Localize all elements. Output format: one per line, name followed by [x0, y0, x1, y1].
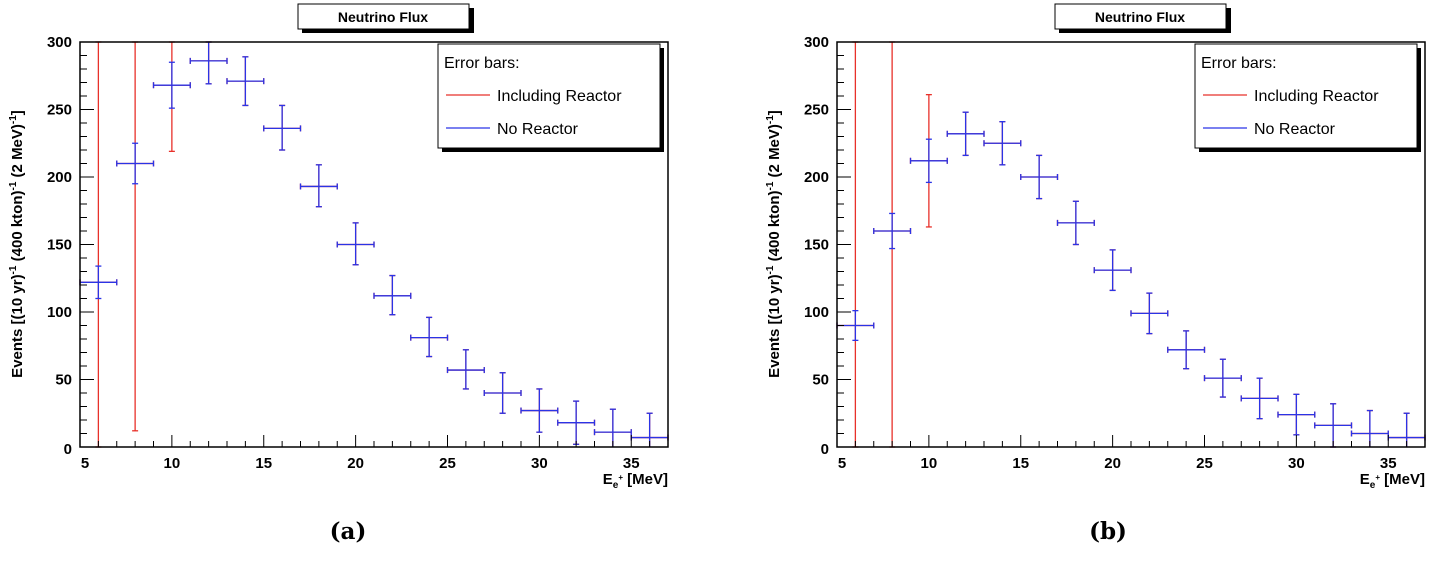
x-tick-label: 10	[164, 455, 181, 472]
legend-item: No Reactor	[446, 121, 579, 138]
data-point	[983, 121, 1022, 166]
data-point	[909, 138, 948, 184]
x-tick-label: 15	[1012, 455, 1029, 472]
data-point	[410, 316, 449, 358]
data-point	[483, 372, 522, 414]
data-point	[1056, 200, 1095, 246]
y-tick-label: 150	[804, 237, 829, 254]
data-point	[189, 41, 228, 85]
y-tick-label: 100	[47, 304, 72, 321]
x-tick-label: 10	[921, 455, 938, 472]
x-axis-label: Ee+ [MeV]	[603, 471, 668, 491]
data-point	[446, 349, 485, 390]
x-tick-label: 20	[347, 455, 364, 472]
chart-title: Neutrino Flux	[1095, 9, 1185, 25]
data-point	[1203, 358, 1242, 398]
series-no-reactor	[79, 41, 669, 447]
data-point	[1020, 154, 1059, 200]
y-axis-label: Events [(10 yr)-1 (400 kton)-1 (2 MeV)-1…	[8, 110, 26, 378]
data-point	[116, 142, 155, 185]
x-tick-label: 30	[531, 455, 548, 472]
legend-item: No Reactor	[1203, 121, 1336, 138]
data-point	[373, 274, 412, 316]
x-tick-label: 35	[623, 455, 640, 472]
x-tick-label: 15	[255, 455, 272, 472]
legend: Error bars: Including Reactor No Reactor	[437, 43, 664, 152]
data-point	[152, 61, 191, 109]
title-box-frame	[297, 3, 470, 30]
data-point	[520, 388, 559, 433]
legend-header: Error bars:	[444, 55, 520, 72]
y-tick-label: 0	[821, 441, 829, 458]
caption-a: (a)	[329, 518, 367, 545]
legend-frame	[437, 43, 661, 149]
data-point	[1130, 292, 1169, 335]
data-point	[557, 400, 596, 445]
data-point	[593, 408, 632, 447]
data-point	[1093, 249, 1132, 292]
y-tick-label: 200	[804, 169, 829, 186]
y-tick-label: 0	[64, 441, 72, 458]
data-point	[1240, 377, 1279, 420]
y-tick-label: 100	[804, 304, 829, 321]
x-tick-label: 5	[838, 455, 846, 472]
data-point	[116, 41, 155, 432]
y-tick-label: 50	[55, 372, 72, 389]
data-point	[1167, 330, 1206, 370]
data-point	[1314, 403, 1353, 448]
x-tick-label: 20	[1104, 455, 1121, 472]
data-point	[299, 164, 338, 208]
y-tick-label: 50	[812, 372, 829, 389]
legend-item: Including Reactor	[1203, 88, 1379, 105]
chart-title-box: Neutrino Flux	[297, 3, 474, 33]
chart-panel-a: Neutrino Flux 5 10 15 20 25 30 35 Ee+ [MeV] 0 50 10…	[0, 0, 700, 500]
y-tick-label: 300	[804, 34, 829, 51]
legend-label: No Reactor	[1254, 121, 1336, 138]
data-point	[336, 222, 375, 266]
chart-title: Neutrino Flux	[338, 9, 428, 25]
title-box-frame	[1054, 3, 1227, 30]
data-point	[263, 104, 302, 151]
legend-frame	[1194, 43, 1418, 149]
y-tick-label: 250	[804, 102, 829, 119]
data-point	[873, 212, 912, 250]
legend: Error bars: Including Reactor No Reactor	[1194, 43, 1421, 152]
chart-panel-b: Neutrino Flux 5 10 15 20 25 30 35 Ee+ [MeV] 0 50 10…	[757, 0, 1442, 500]
y-tick-label: 300	[47, 34, 72, 51]
legend-label: Including Reactor	[497, 88, 622, 105]
y-tick-label: 200	[47, 169, 72, 186]
chart-title-box: Neutrino Flux	[1054, 3, 1231, 33]
x-axis-label: Ee+ [MeV]	[1360, 471, 1425, 491]
x-tick-label: 5	[81, 455, 89, 472]
data-point	[79, 265, 118, 300]
x-tick-label: 35	[1380, 455, 1397, 472]
data-point	[1277, 393, 1316, 436]
x-tick-label: 30	[1288, 455, 1305, 472]
legend-label: No Reactor	[497, 121, 579, 138]
legend-item: Including Reactor	[446, 88, 622, 105]
caption-b: (b)	[1089, 518, 1127, 545]
y-axis-label: Events [(10 yr)-1 (400 kton)-1 (2 MeV)-1…	[765, 110, 783, 378]
data-point	[226, 56, 265, 107]
x-tick-label: 25	[1196, 455, 1213, 472]
series-no-reactor	[836, 111, 1426, 448]
data-point	[946, 111, 985, 157]
legend-header: Error bars:	[1201, 55, 1277, 72]
y-axis: 0 50 100 150 200 250 300 Events [(10 yr)-1 (400…	[765, 34, 851, 458]
x-tick-label: 25	[439, 455, 456, 472]
legend-label: Including Reactor	[1254, 88, 1379, 105]
y-tick-label: 250	[47, 102, 72, 119]
y-tick-label: 150	[47, 237, 72, 254]
y-axis: 0 50 100 150 200 250 300 Events [(10 yr)-1 (400…	[8, 34, 94, 458]
